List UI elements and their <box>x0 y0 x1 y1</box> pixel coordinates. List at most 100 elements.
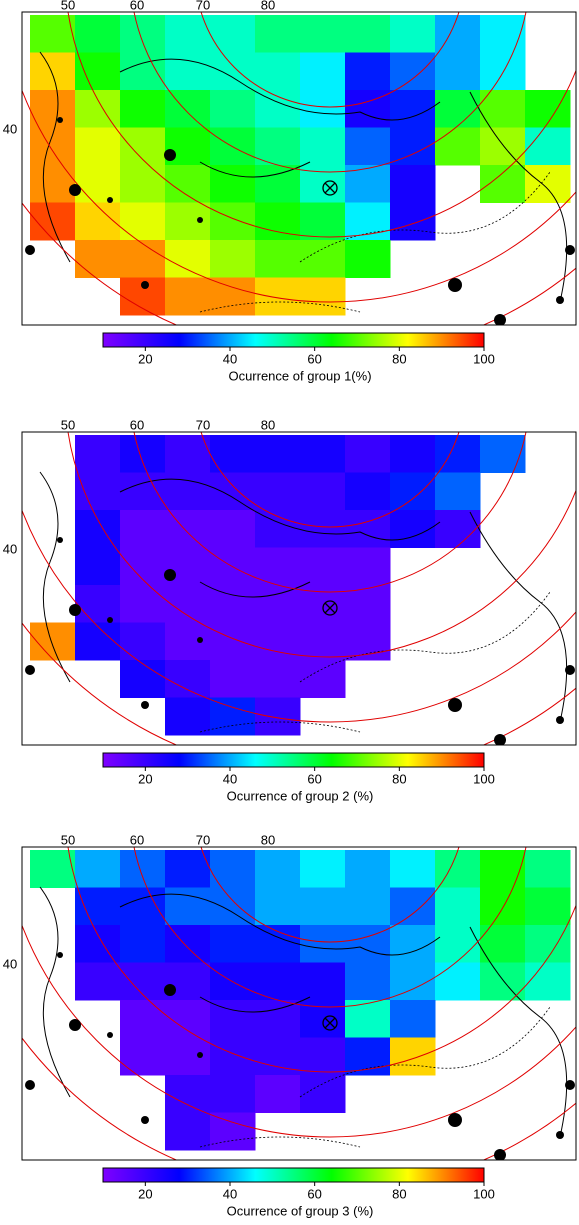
coastline <box>39 51 568 303</box>
grid-cell <box>75 472 121 511</box>
station <box>448 698 462 712</box>
grid-cell <box>255 472 301 511</box>
grid-cell <box>255 962 301 1001</box>
station <box>107 197 113 203</box>
grid-cell <box>210 90 256 128</box>
lon-label: 70 <box>196 832 210 847</box>
station <box>69 184 81 196</box>
grid-cell <box>255 52 301 91</box>
grid-cell <box>300 1037 346 1076</box>
colorbar <box>102 1167 485 1183</box>
lat-label: 40 <box>3 541 17 556</box>
grid-cell <box>300 472 346 511</box>
lat-label: 40 <box>3 121 17 136</box>
grid-cell <box>300 660 346 698</box>
grid-cell <box>435 925 481 963</box>
grid-cell <box>300 165 346 203</box>
grid-cell <box>75 622 121 661</box>
grid-cell <box>345 165 391 203</box>
station <box>107 1032 113 1038</box>
range-ring <box>200 847 460 943</box>
site-marker-cross <box>324 602 336 614</box>
station <box>556 716 564 724</box>
colorbar-label: Ocurrence of group 2 (%) <box>227 788 374 803</box>
border <box>199 1006 551 1148</box>
grid-cell <box>300 127 346 166</box>
station <box>69 604 81 616</box>
station <box>141 701 149 709</box>
site-marker <box>322 1015 338 1031</box>
grid-cell <box>390 435 436 473</box>
map-panel <box>22 432 576 745</box>
grid-cell <box>390 472 436 511</box>
grid-cell <box>345 52 391 91</box>
grid-cell <box>30 622 76 661</box>
grid-cell <box>75 547 121 586</box>
station <box>197 637 203 643</box>
grid-cell <box>345 240 391 278</box>
grid-cell <box>525 887 571 926</box>
grid-cell <box>210 202 256 241</box>
grid-cell <box>300 887 346 926</box>
grid-cell <box>435 90 481 128</box>
lon-label: 60 <box>130 417 144 432</box>
colorbar-tick-label: 60 <box>307 1186 321 1201</box>
station <box>57 952 63 958</box>
grid-cell <box>165 15 211 53</box>
grid-cell <box>75 165 121 203</box>
map-frame <box>21 431 577 746</box>
grid-cell <box>255 240 301 278</box>
grid-cell <box>210 925 256 963</box>
grid-cell <box>75 15 121 53</box>
station <box>565 665 575 675</box>
grid-cell <box>165 585 211 623</box>
grid-cell <box>165 240 211 278</box>
grid-cell <box>120 510 166 548</box>
grid-cell <box>390 1000 436 1038</box>
grid-cell <box>480 127 526 166</box>
grid-cell <box>435 472 481 511</box>
grid-cell <box>210 660 256 698</box>
border <box>199 171 551 313</box>
grid-cell <box>300 585 346 623</box>
station <box>448 1113 462 1127</box>
grid-cell <box>75 887 121 926</box>
grid-cell <box>300 547 346 586</box>
site-marker-cross <box>324 182 336 194</box>
grid-cell <box>435 52 481 91</box>
station <box>164 984 176 996</box>
station <box>494 314 506 325</box>
coastline <box>39 471 568 723</box>
grid-cell <box>300 240 346 278</box>
grid-cell <box>300 850 346 888</box>
grid-cell <box>165 510 211 548</box>
grid-cell <box>480 165 526 203</box>
grid-cell <box>165 622 211 661</box>
site-marker <box>322 600 338 616</box>
colorbar-tick-label: 60 <box>307 771 321 786</box>
grid-cell <box>255 850 301 888</box>
station <box>565 245 575 255</box>
grid-cell <box>255 435 301 473</box>
grid-cell <box>255 127 301 166</box>
grid-cell <box>75 202 121 241</box>
grid-cell <box>210 510 256 548</box>
grid-cell <box>75 435 121 473</box>
grid-cell <box>120 887 166 926</box>
grid-cell <box>435 127 481 166</box>
grid-cell <box>210 240 256 278</box>
grid-cell <box>165 165 211 203</box>
grid-cell <box>165 202 211 241</box>
grid-cell <box>75 850 121 888</box>
grid-cell <box>210 585 256 623</box>
colorbar-tick-label: 20 <box>138 771 152 786</box>
grid-cell <box>210 472 256 511</box>
grid-cell <box>390 52 436 91</box>
grid-cell <box>255 90 301 128</box>
grid-cell <box>165 1000 211 1038</box>
colorbar-tick-label: 20 <box>138 351 152 366</box>
grid-cell <box>255 547 301 586</box>
station <box>107 617 113 623</box>
grid-cell <box>165 52 211 91</box>
